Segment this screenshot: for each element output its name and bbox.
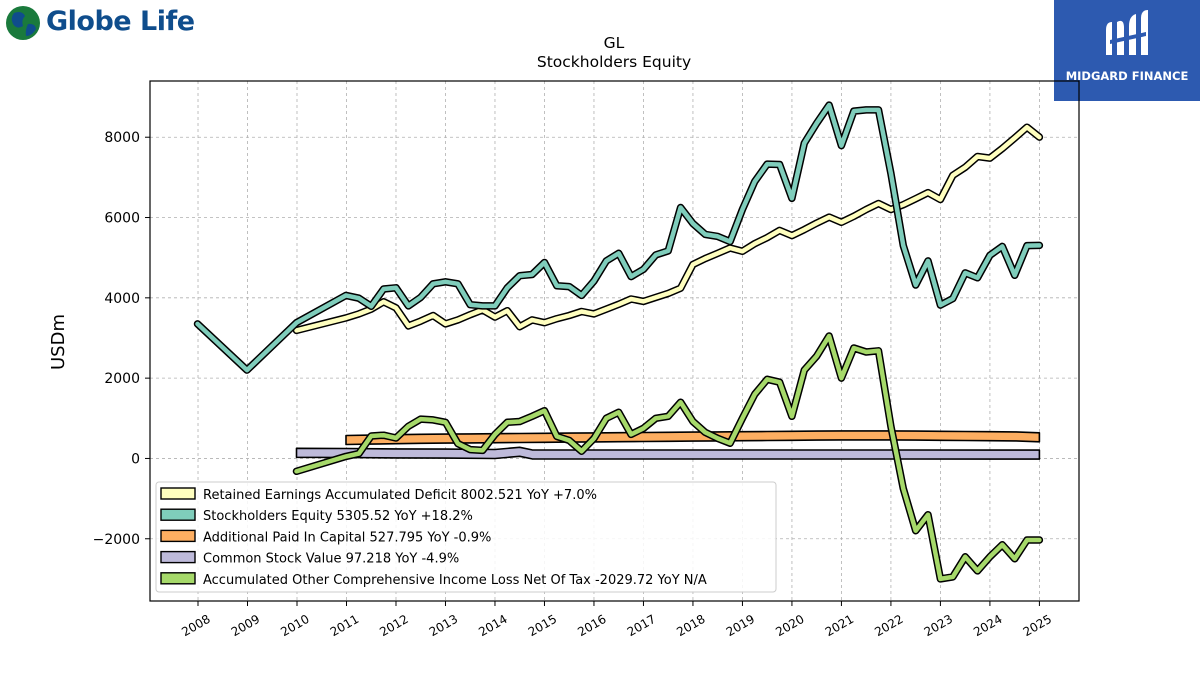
legend-entry: Accumulated Other Comprehensive Income L… — [203, 573, 707, 588]
x-tick-label: 2018 — [674, 612, 707, 639]
chart-subtitle: Stockholders Equity — [537, 53, 691, 71]
x-tick-label: 2017 — [625, 612, 658, 639]
x-tick-label: 2014 — [476, 612, 509, 639]
y-tick-label: −2000 — [93, 532, 140, 548]
midgard-finance-label: MIDGARD FINANCE — [1065, 69, 1189, 83]
series-band — [295, 446, 1041, 460]
chart-title: GL — [604, 34, 625, 52]
x-ticks: 2008 2009 2010 2011 2012 2013 2014 2015 2016 2017… — [179, 601, 1054, 639]
x-tick-label: 2023 — [922, 612, 955, 639]
legend-entry: Retained Earnings Accumulated Deficit 80… — [203, 488, 597, 503]
globe-icon — [6, 6, 40, 40]
y-ticks: −2000 0 2000 4000 6000 8000 — [93, 130, 150, 548]
legend-swatch — [160, 508, 196, 521]
x-tick-label: 2010 — [278, 612, 311, 639]
y-tick-label: 0 — [131, 451, 140, 467]
legend-swatch — [160, 572, 196, 585]
legend-swatch — [160, 550, 196, 564]
y-axis-label: USDm — [48, 314, 69, 370]
x-tick-label: 2020 — [773, 612, 806, 639]
legend-box — [155, 481, 777, 593]
legend-entry: Stockholders Equity 5305.52 YoY +18.2% — [203, 509, 473, 524]
midgard-logo-icon — [1106, 10, 1148, 55]
x-tick-label: 2011 — [328, 612, 361, 639]
x-tick-label: 2008 — [179, 612, 212, 639]
x-tick-label: 2024 — [971, 612, 1004, 639]
legend-swatch — [160, 487, 196, 500]
x-tick-label: 2009 — [229, 612, 262, 639]
midgard-finance-badge: MIDGARD FINANCE — [1054, 0, 1200, 101]
x-tick-label: 2015 — [526, 612, 559, 639]
series-line — [294, 124, 1042, 333]
x-tick-label: 2012 — [377, 612, 410, 639]
x-tick-label: 2019 — [724, 612, 757, 639]
legend-entry: Additional Paid In Capital 527.795 YoY -… — [203, 530, 491, 545]
x-tick-label: 2021 — [823, 612, 856, 639]
plot-frame — [149, 80, 1080, 602]
series-line — [294, 333, 1042, 582]
y-tick-label: 6000 — [104, 211, 140, 227]
globe-life-logo: Globe Life — [4, 4, 204, 42]
legend-entry: Common Stock Value 97.218 YoY -4.9% — [203, 552, 459, 567]
x-tick-label: 2013 — [427, 612, 460, 639]
x-tick-label: 2025 — [1021, 612, 1054, 639]
legend-swatch — [160, 529, 196, 543]
series-layer — [193, 101, 1044, 583]
legend: Retained Earnings Accumulated Deficit 80… — [155, 481, 777, 593]
y-tick-label: 2000 — [104, 371, 140, 387]
globe-life-wordmark: Globe Life — [46, 6, 195, 37]
x-tick-label: 2022 — [872, 612, 905, 639]
y-tick-label: 4000 — [104, 291, 140, 307]
x-tick-label: 2016 — [575, 612, 608, 639]
series-line — [195, 102, 1042, 373]
series-band — [345, 430, 1041, 446]
series-line-outline — [193, 101, 1044, 374]
y-tick-label: 8000 — [104, 130, 140, 146]
